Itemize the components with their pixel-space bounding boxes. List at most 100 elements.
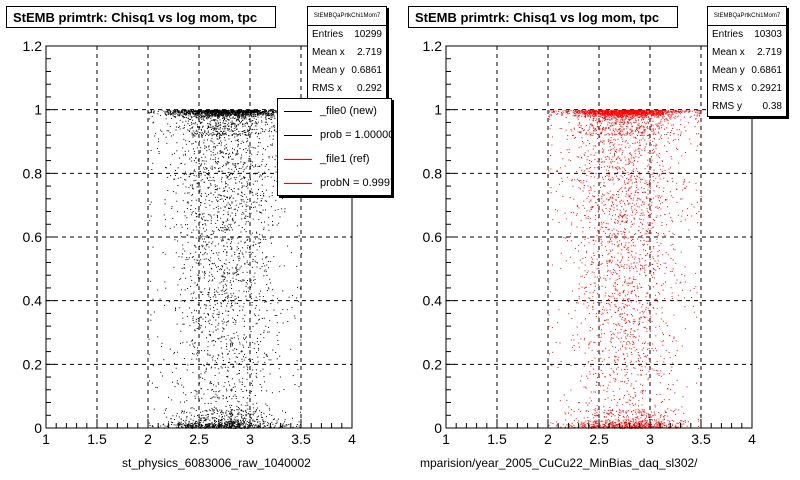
scatter-point	[266, 200, 268, 202]
scatter-point	[214, 157, 216, 159]
scatter-point	[212, 418, 214, 420]
scatter-point	[258, 293, 260, 295]
scatter-point	[644, 148, 646, 150]
scatter-point	[179, 112, 181, 114]
scatter-point	[652, 111, 654, 113]
scatter-point	[228, 135, 230, 136]
scatter-point	[194, 113, 196, 115]
scatter-point	[270, 144, 272, 146]
scatter-point	[245, 414, 247, 416]
scatter-point	[204, 410, 206, 411]
scatter-point	[170, 421, 172, 423]
scatter-point	[212, 146, 214, 148]
scatter-point	[183, 358, 185, 360]
scatter-point	[668, 142, 670, 144]
scatter-point	[266, 424, 268, 426]
scatter-point	[242, 306, 244, 308]
scatter-point	[188, 150, 190, 152]
scatter-point	[232, 147, 233, 149]
scatter-point	[255, 305, 257, 306]
scatter-point	[262, 130, 264, 132]
scatter-point	[213, 111, 215, 113]
scatter-point	[207, 418, 209, 420]
scatter-point	[238, 206, 240, 208]
scatter-point	[199, 327, 201, 329]
scatter-point	[230, 342, 232, 344]
scatter-point	[548, 424, 550, 426]
scatter-point	[218, 228, 219, 230]
scatter-point	[272, 215, 274, 217]
scatter-point	[238, 424, 239, 426]
scatter-point	[253, 113, 255, 115]
scatter-point	[202, 227, 204, 229]
y-tick-label: 0.8	[23, 165, 43, 181]
scatter-point	[582, 141, 583, 142]
scatter-point	[216, 215, 218, 216]
scatter-point	[197, 283, 199, 285]
scatter-point	[250, 253, 252, 255]
scatter-point	[202, 417, 204, 419]
scatter-point	[213, 129, 215, 130]
y-axis: 00.20.40.60.811.2	[23, 38, 55, 436]
scatter-point	[254, 114, 256, 116]
x-tick-label: 2	[144, 431, 152, 447]
scatter-point	[294, 317, 296, 319]
scatter-point	[173, 110, 175, 112]
scatter-point	[151, 111, 153, 113]
scatter-point	[187, 109, 189, 111]
scatter-point	[247, 239, 249, 241]
scatter-point	[241, 187, 243, 188]
scatter-point	[210, 126, 212, 128]
scatter-point	[247, 404, 249, 406]
scatter-point	[233, 300, 235, 301]
scatter-point	[652, 152, 654, 154]
scatter-point	[205, 112, 207, 114]
scatter-point	[203, 364, 205, 366]
scatter-point	[192, 320, 194, 321]
scatter-point	[258, 189, 259, 191]
scatter-point	[667, 114, 669, 115]
scatter-point	[220, 268, 222, 270]
scatter-point	[223, 263, 225, 265]
scatter-point	[230, 112, 231, 114]
scatter-point	[188, 257, 190, 259]
scatter-point	[180, 114, 182, 116]
scatter-point	[226, 204, 228, 206]
scatter-point	[244, 131, 246, 133]
scatter-point	[180, 163, 182, 164]
scatter-point	[211, 340, 213, 342]
scatter-point	[229, 208, 231, 209]
scatter-point	[619, 209, 621, 211]
scatter-point	[199, 245, 201, 247]
scatter-point	[260, 113, 262, 115]
scatter-point	[184, 401, 185, 403]
scatter-point	[615, 122, 617, 124]
scatter-point	[246, 110, 248, 112]
scatter-point	[240, 231, 242, 233]
scatter-point	[235, 213, 237, 215]
scatter-point	[219, 194, 221, 196]
scatter-point	[209, 354, 211, 356]
scatter-point	[228, 156, 229, 158]
scatter-point	[265, 269, 267, 271]
scatter-point	[200, 122, 202, 124]
scatter-point	[218, 115, 220, 117]
scatter-point	[680, 124, 682, 125]
scatter-point	[221, 416, 223, 418]
scatter-point	[226, 343, 228, 345]
scatter-point	[198, 111, 200, 113]
scatter-point	[198, 322, 199, 324]
scatter-point	[209, 214, 211, 216]
scatter-point	[240, 167, 242, 169]
scatter-point	[200, 150, 201, 152]
scatter-point	[211, 422, 213, 424]
scatter-point	[245, 405, 247, 407]
scatter-point	[252, 114, 254, 116]
scatter-point	[192, 343, 194, 345]
scatter-point	[259, 299, 261, 301]
scatter-point	[200, 418, 202, 420]
scatter-point	[217, 168, 219, 169]
scatter-point	[208, 123, 210, 125]
scatter-point	[199, 424, 201, 426]
scatter-point	[214, 425, 216, 427]
